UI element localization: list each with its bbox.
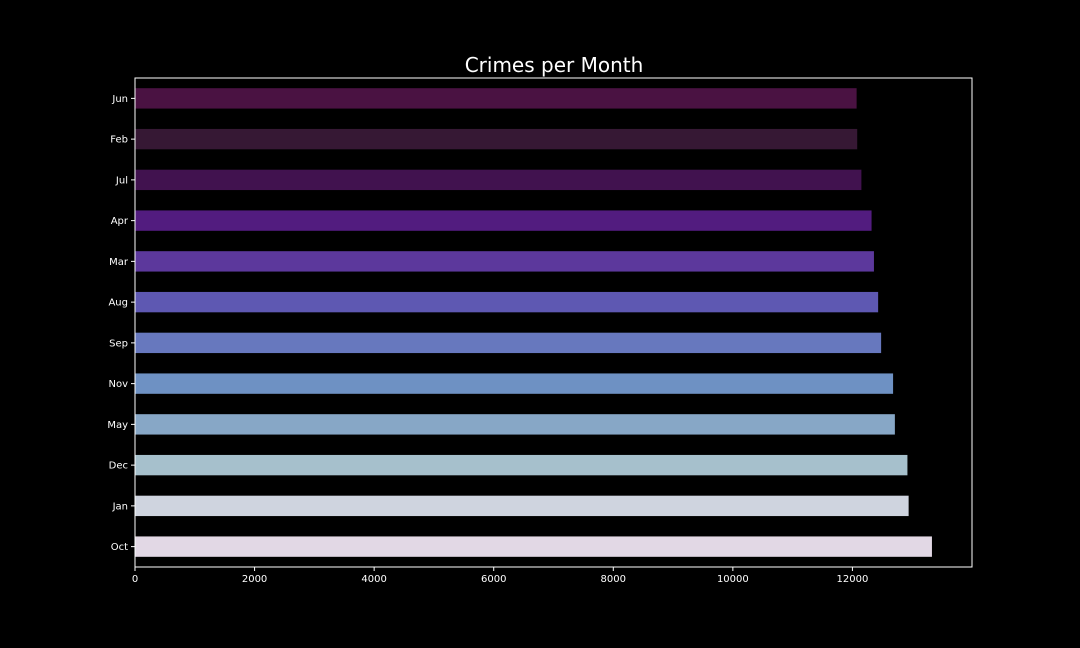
y-tick-label-may: May xyxy=(107,420,128,431)
bar-mar xyxy=(135,251,874,272)
y-tick-label-jul: Jul xyxy=(115,175,128,186)
bar-apr xyxy=(135,210,872,231)
chart-title: Crimes per Month xyxy=(465,53,644,77)
x-tick-label-2000: 2000 xyxy=(242,574,267,585)
y-tick-label-aug: Aug xyxy=(108,298,128,309)
y-tick-label-dec: Dec xyxy=(109,461,128,472)
bar-nov xyxy=(135,373,894,394)
bar-sep xyxy=(135,332,882,354)
bars-group xyxy=(135,88,932,557)
x-tick-label-4000: 4000 xyxy=(361,574,386,585)
y-axis: Oct Jan Dec May Nov Sep Aug Mar Apr Jul Feb Jun xyxy=(107,94,135,553)
y-tick-label-oct: Oct xyxy=(111,542,128,553)
x-tick-label-8000: 8000 xyxy=(601,574,626,585)
y-tick-label-sep: Sep xyxy=(109,338,128,349)
bar-oct xyxy=(135,536,932,557)
plot-frame xyxy=(134,77,973,568)
x-tick-label-0: 0 xyxy=(132,574,138,585)
x-tick-label-6000: 6000 xyxy=(481,574,506,585)
y-tick-label-feb: Feb xyxy=(110,135,128,146)
bar-aug xyxy=(135,291,879,313)
bar-jul xyxy=(135,169,862,191)
x-tick-label-12000: 12000 xyxy=(837,574,869,585)
y-tick-label-jun: Jun xyxy=(111,94,128,105)
bar-jun xyxy=(135,88,857,109)
bar-dec xyxy=(135,454,908,476)
y-tick-label-apr: Apr xyxy=(111,216,129,227)
x-tick-label-10000: 10000 xyxy=(717,574,749,585)
bar-may xyxy=(135,414,895,435)
bar-feb xyxy=(135,128,858,150)
y-tick-label-jan: Jan xyxy=(112,501,128,512)
y-tick-label-nov: Nov xyxy=(108,379,128,390)
bar-jan xyxy=(135,495,909,517)
y-tick-label-mar: Mar xyxy=(109,257,129,268)
x-axis: 0 2000 4000 6000 8000 10000 12000 xyxy=(132,567,869,585)
